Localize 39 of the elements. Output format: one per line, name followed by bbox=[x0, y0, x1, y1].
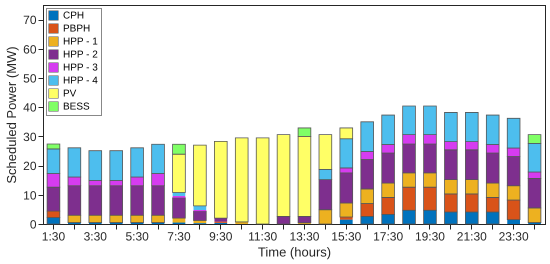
y-tick-label: 20 bbox=[23, 159, 37, 174]
x-tick-label: 3:30 bbox=[84, 230, 108, 244]
x-tick-label: 15:30 bbox=[331, 230, 362, 244]
legend-label: HPP - 2 bbox=[63, 50, 98, 60]
x-tick-label: 1:30 bbox=[42, 230, 66, 244]
y-axis-title: Scheduled Power (MW) bbox=[4, 46, 20, 184]
x-axis-title: Time (hours) bbox=[258, 244, 332, 260]
bar bbox=[172, 218, 186, 223]
legend-label: CPH bbox=[63, 10, 84, 22]
legend-label: BESS bbox=[63, 102, 90, 112]
bar bbox=[193, 210, 207, 221]
legend-label: HPP - 1 bbox=[63, 36, 98, 48]
legend-label: PBPH bbox=[63, 24, 90, 34]
x-tick-label: 11:30 bbox=[248, 230, 278, 244]
bar bbox=[340, 220, 353, 224]
bar bbox=[172, 197, 186, 219]
bar bbox=[214, 140, 228, 219]
legend-label: PV bbox=[63, 88, 77, 100]
x-tick-label: 21:30 bbox=[456, 230, 488, 244]
y-tick-label: 50 bbox=[23, 72, 37, 86]
bar bbox=[507, 220, 520, 224]
y-tick-label: 70 bbox=[23, 13, 37, 28]
x-tick-label: 7:30 bbox=[167, 230, 191, 244]
bar bbox=[193, 144, 207, 206]
y-tick-label: 10 bbox=[23, 188, 37, 202]
x-tick-label: 23:30 bbox=[498, 230, 529, 244]
y-tick-label: 40 bbox=[23, 100, 37, 115]
x-tick-label: 17:30 bbox=[373, 230, 404, 244]
x-tick-label: 13:30 bbox=[289, 230, 320, 244]
y-tick-label: 30 bbox=[23, 130, 37, 144]
x-tick-label: 5:30 bbox=[125, 230, 150, 244]
y-tick-label: 60 bbox=[23, 42, 37, 56]
legend-label: HPP - 3 bbox=[63, 62, 98, 74]
x-tick-label: 19:30 bbox=[414, 230, 446, 244]
legend-label: HPP - 4 bbox=[63, 76, 98, 86]
x-tick-label: 9:30 bbox=[209, 230, 233, 244]
y-tick-label: 0 bbox=[30, 218, 37, 232]
bar bbox=[256, 137, 270, 224]
bar bbox=[234, 137, 248, 222]
